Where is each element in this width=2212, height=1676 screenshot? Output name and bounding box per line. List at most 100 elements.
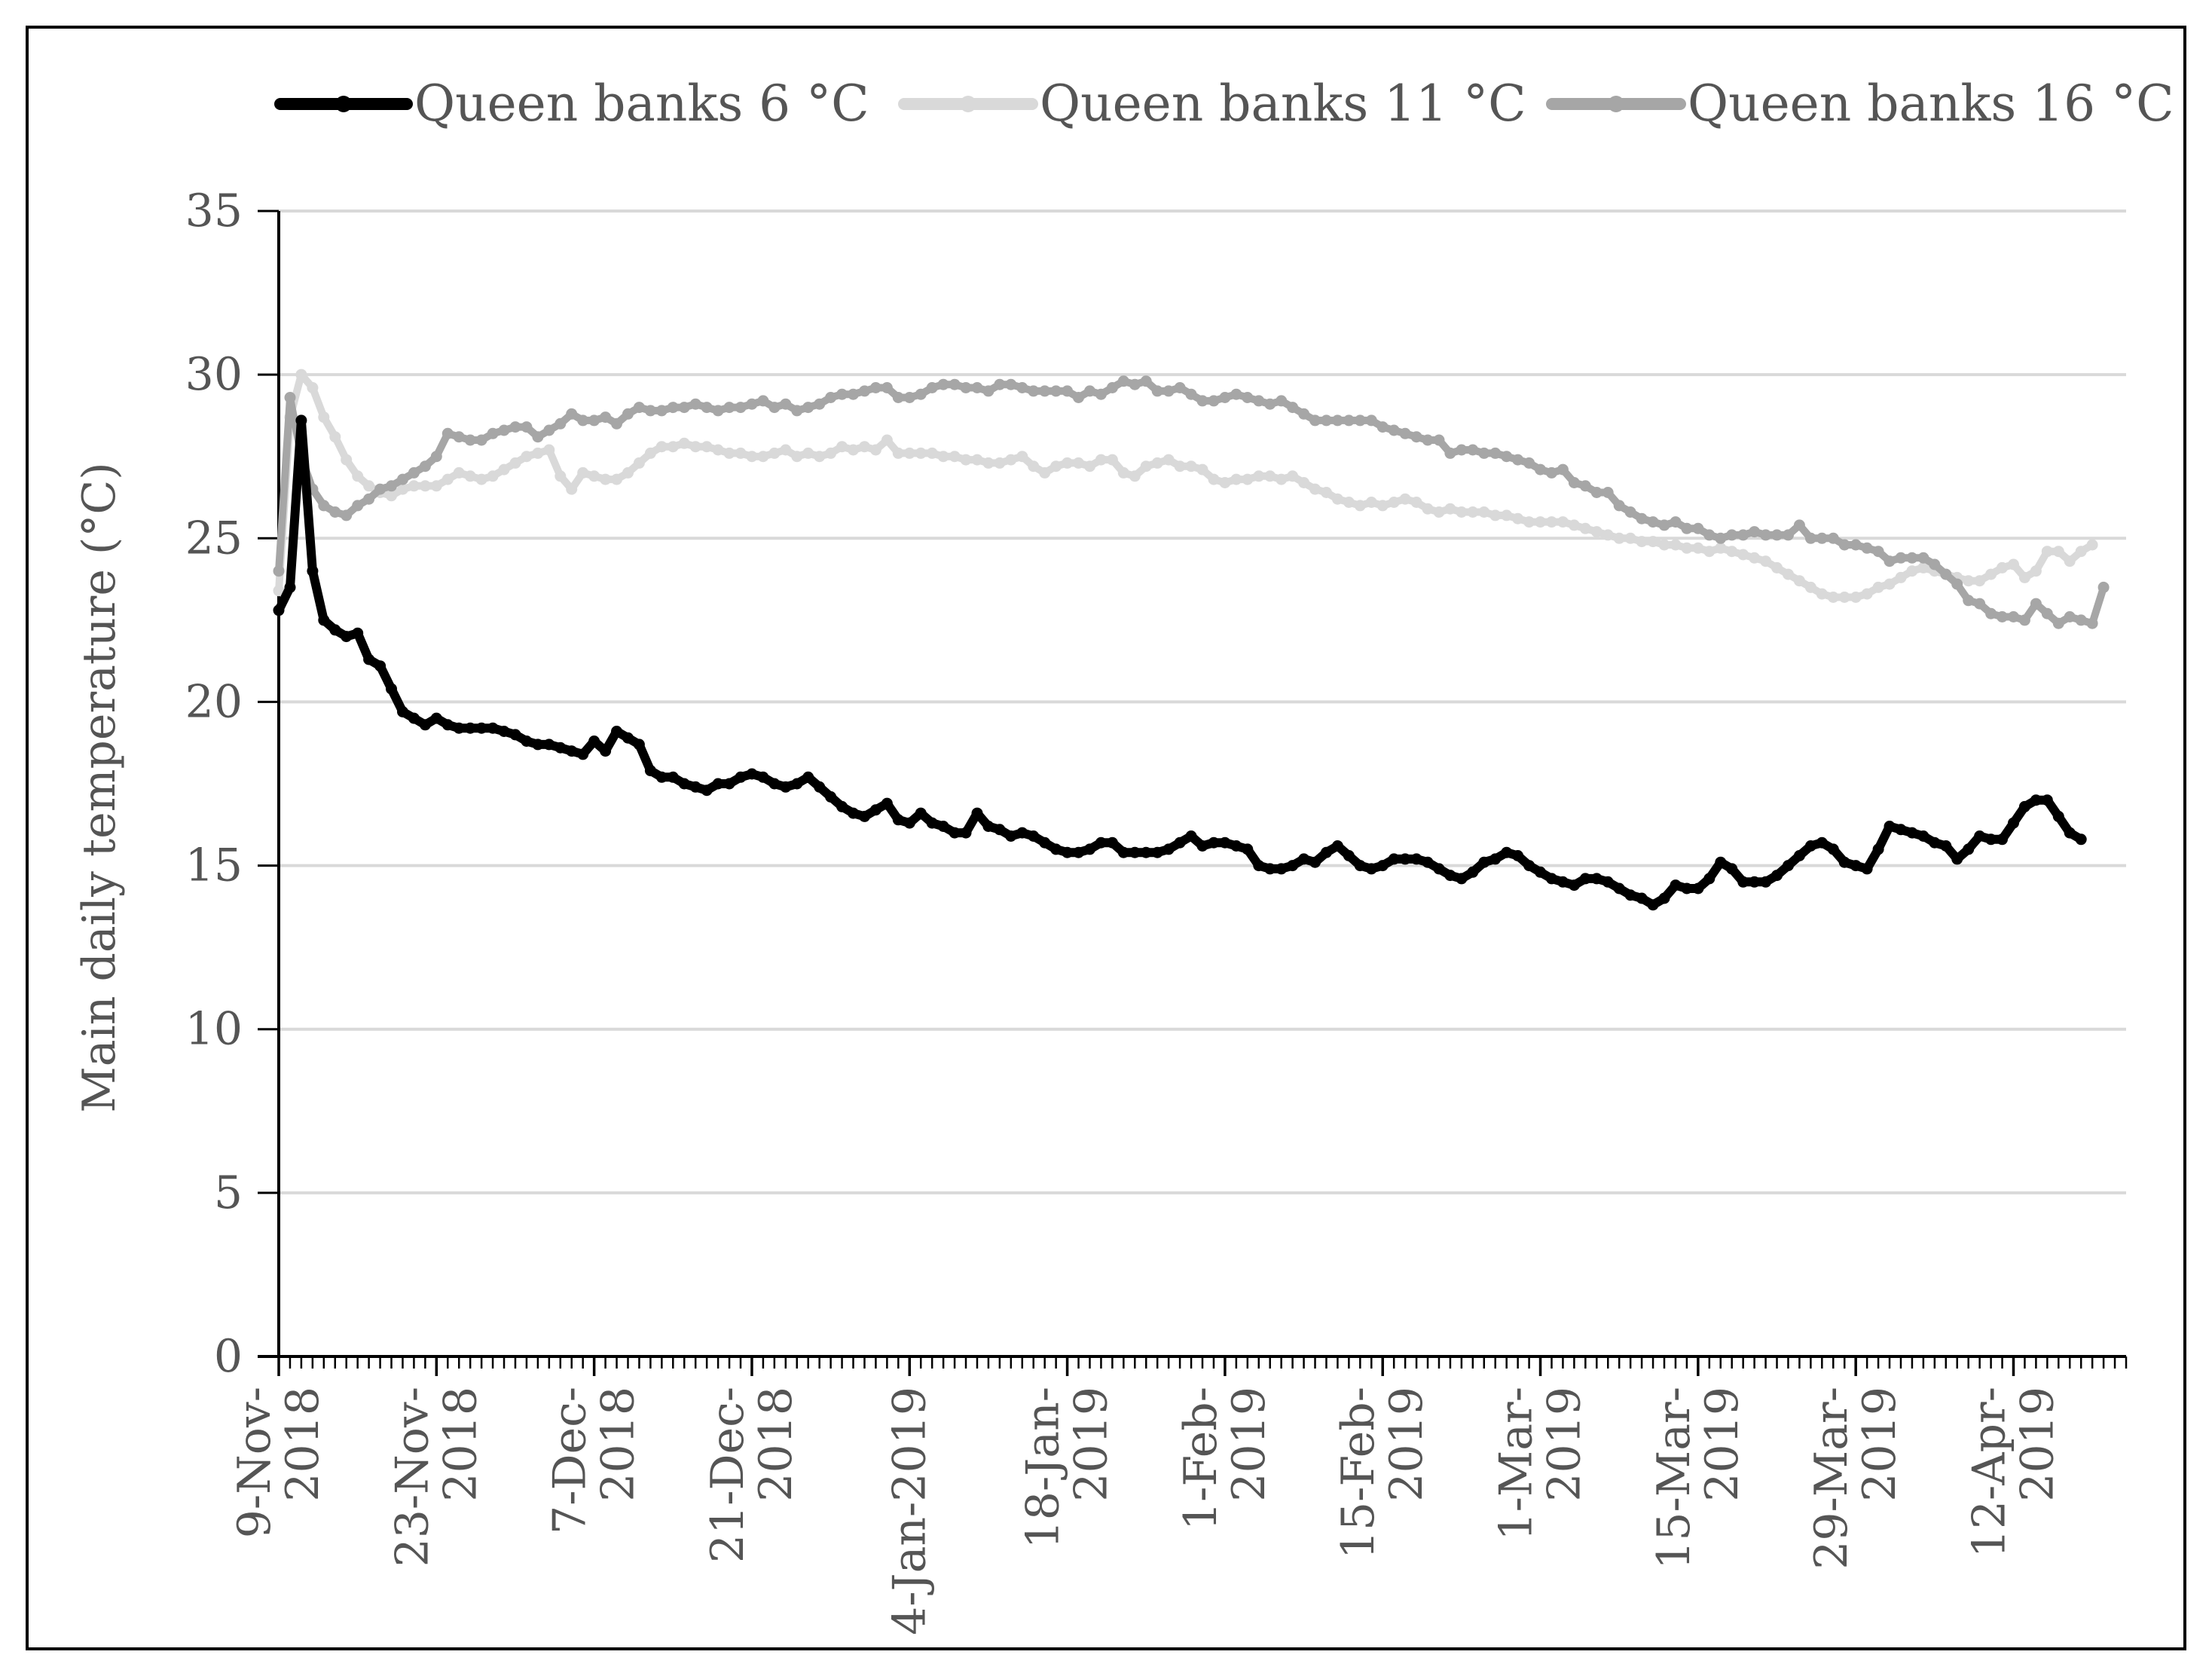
data-point [949, 827, 961, 839]
data-point [746, 398, 758, 410]
data-point [1163, 454, 1175, 466]
data-point [1005, 830, 1017, 842]
data-point [498, 726, 510, 737]
data-point [419, 480, 431, 492]
data-point [1838, 539, 1850, 551]
y-tick-label: 10 [185, 1003, 243, 1056]
data-point [1681, 522, 1693, 534]
data-point [903, 392, 915, 403]
data-point [386, 683, 397, 695]
data-point [1073, 457, 1084, 469]
data-point [1613, 532, 1625, 544]
data-point [1287, 860, 1299, 872]
data-point [735, 402, 747, 414]
data-point [1670, 879, 1682, 892]
data-point [1376, 500, 1389, 512]
data-point [825, 392, 837, 403]
data-point [441, 427, 454, 439]
data-point [926, 447, 938, 459]
data-point [2086, 617, 2098, 629]
data-point [1467, 506, 1479, 518]
data-point [1838, 592, 1850, 603]
data-point [1749, 876, 1761, 888]
data-point [1884, 821, 1896, 832]
data-point [1489, 509, 1502, 521]
data-point [2075, 833, 2087, 846]
data-point [869, 444, 881, 456]
data-point [397, 706, 408, 717]
data-point [509, 729, 521, 741]
data-point [408, 712, 420, 724]
data-point [1321, 487, 1332, 498]
data-point [295, 414, 307, 427]
data-point [1940, 840, 1952, 852]
data-point [667, 441, 679, 453]
data-point [307, 565, 319, 577]
data-point [1129, 846, 1141, 858]
data-point [1535, 463, 1546, 476]
series-2 [273, 369, 2098, 603]
data-point [1951, 578, 1963, 590]
x-tick-label: 21-Dec- [701, 1387, 754, 1563]
data-point [701, 784, 713, 797]
data-point [1816, 532, 1828, 544]
data-point [1568, 477, 1580, 488]
data-point [374, 660, 386, 672]
data-point [329, 624, 341, 636]
data-point [1444, 870, 1456, 882]
data-point [1783, 568, 1794, 580]
data-point [723, 778, 735, 790]
data-point [1106, 382, 1118, 393]
data-point [1624, 506, 1636, 518]
data-point [1985, 607, 1997, 619]
data-point [1929, 558, 1941, 570]
data-point [712, 778, 724, 790]
data-point [1321, 414, 1332, 427]
data-point [780, 444, 792, 456]
data-point [2008, 817, 2019, 829]
data-point [1523, 457, 1535, 469]
data-point [667, 771, 679, 783]
data-point [1365, 414, 1377, 427]
data-point [1264, 398, 1276, 410]
data-point [1579, 522, 1591, 534]
data-point [1163, 385, 1175, 397]
data-point [1084, 385, 1095, 397]
data-point [1444, 447, 1456, 459]
data-point [453, 466, 465, 479]
data-point [374, 483, 386, 495]
data-point [555, 417, 567, 430]
legend-marker [960, 96, 976, 112]
data-point [1760, 555, 1772, 567]
data-point [1028, 385, 1040, 397]
data-point [1793, 850, 1805, 861]
data-point [960, 827, 972, 839]
data-point [982, 457, 994, 469]
data-point [1410, 497, 1422, 508]
data-point [892, 447, 904, 459]
data-point [2041, 546, 2053, 558]
data-point [1568, 519, 1580, 531]
data-point [487, 722, 499, 734]
data-point [1309, 483, 1321, 495]
data-point [1219, 477, 1231, 488]
data-point [994, 457, 1006, 469]
data-point [735, 771, 747, 783]
data-point [1613, 882, 1625, 895]
data-point [1658, 539, 1670, 551]
data-point [937, 821, 949, 832]
data-point [2052, 810, 2064, 822]
data-point [1230, 388, 1242, 400]
data-point [386, 480, 397, 492]
data-point [1917, 552, 1929, 564]
data-point [419, 719, 431, 731]
data-point [577, 466, 589, 479]
data-point [1692, 882, 1704, 895]
data-point [960, 454, 972, 466]
x-tick-label: 2019 [1065, 1387, 1118, 1502]
x-tick-label: 2019 [1223, 1387, 1276, 1502]
data-point [1917, 830, 1929, 842]
data-point [768, 402, 781, 414]
data-point [1422, 503, 1434, 515]
data-point [1106, 454, 1118, 466]
